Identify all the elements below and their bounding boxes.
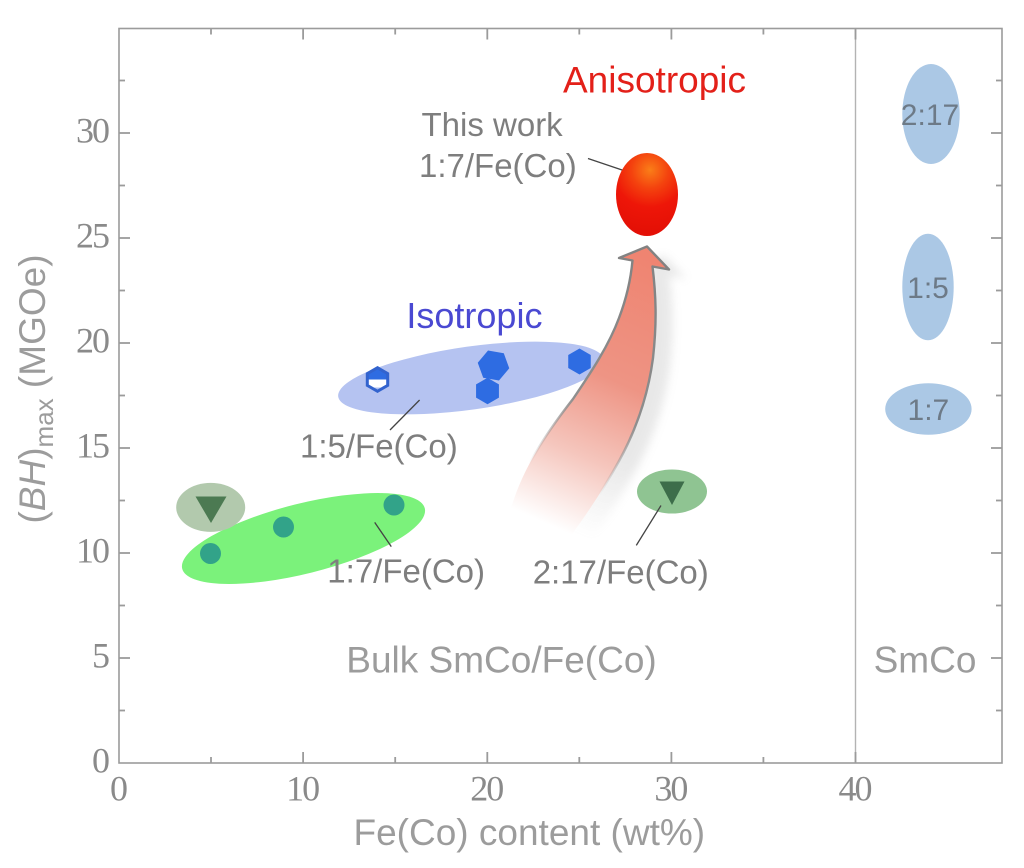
svg-text:20: 20 (470, 769, 504, 809)
svg-text:40: 40 (839, 769, 873, 809)
svg-text:(BH)max (MGOe): (BH)max (MGOe) (12, 254, 59, 523)
svg-text:20: 20 (76, 321, 110, 361)
svg-text:2:17: 2:17 (901, 99, 959, 132)
svg-text:Fe(Co) content (wt%): Fe(Co) content (wt%) (354, 812, 706, 853)
svg-text:1:7: 1:7 (908, 394, 950, 427)
svg-text:1:5/Fe(Co): 1:5/Fe(Co) (300, 428, 458, 465)
svg-text:1:5: 1:5 (907, 272, 949, 305)
svg-text:1:7/Fe(Co): 1:7/Fe(Co) (419, 147, 577, 184)
svg-text:30: 30 (76, 111, 110, 151)
svg-text:25: 25 (76, 216, 110, 256)
svg-text:10: 10 (286, 769, 320, 809)
svg-text:0: 0 (110, 769, 128, 809)
svg-text:SmCo: SmCo (874, 639, 977, 680)
svg-text:Anisotropic: Anisotropic (563, 60, 746, 101)
svg-text:This work: This work (422, 106, 564, 143)
svg-text:30: 30 (654, 769, 688, 809)
svg-text:10: 10 (76, 531, 110, 571)
svg-text:5: 5 (92, 636, 110, 676)
svg-text:Bulk SmCo/Fe(Co): Bulk SmCo/Fe(Co) (346, 640, 656, 681)
svg-text:15: 15 (76, 426, 110, 466)
svg-text:1:7/Fe(Co): 1:7/Fe(Co) (327, 553, 485, 590)
svg-text:Isotropic: Isotropic (406, 295, 542, 336)
svg-text:0: 0 (92, 741, 110, 781)
svg-text:2:17/Fe(Co): 2:17/Fe(Co) (533, 554, 709, 591)
